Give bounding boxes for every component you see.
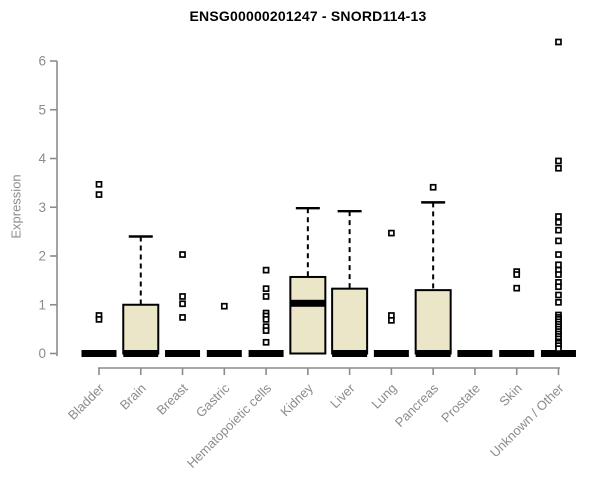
chart-title: ENSG00000201247 - SNORD114-13: [189, 8, 427, 24]
outlier-point: [555, 213, 562, 220]
category-label: Lung: [368, 381, 399, 412]
outlier-point: [555, 283, 562, 291]
box: [289, 275, 327, 355]
category-label: Prostate: [438, 381, 483, 426]
y-tick-label: 2: [38, 249, 46, 264]
category-label: Pancreas: [392, 380, 442, 430]
outlier-point: [555, 226, 562, 234]
category-label: Unknown / Other: [487, 380, 567, 460]
median-line: [499, 350, 535, 357]
outlier-point: [262, 285, 270, 293]
outlier-point: [555, 38, 562, 46]
box: [331, 287, 369, 355]
median-line: [123, 350, 159, 357]
median-line: [81, 350, 117, 357]
outlier-point: [220, 302, 228, 310]
box: [122, 303, 160, 355]
outlier-point: [555, 298, 562, 306]
outlier-point: [95, 180, 103, 188]
outlier-point: [555, 345, 562, 352]
outlier-point: [555, 237, 562, 245]
outlier-point: [555, 291, 562, 299]
category-label: Brain: [117, 381, 149, 413]
median-line: [540, 350, 576, 357]
outlier-point: [95, 191, 103, 198]
median-line: [290, 299, 326, 307]
outlier-point: [388, 317, 395, 324]
median-line: [373, 350, 409, 357]
box: [414, 289, 452, 355]
y-tick-label: 4: [38, 151, 46, 166]
outlier-point: [555, 164, 562, 172]
median-line: [248, 350, 284, 357]
outlier-point: [179, 300, 186, 308]
y-tick-label: 5: [38, 102, 46, 117]
outlier-point: [262, 266, 270, 274]
y-tick-label: 1: [38, 297, 46, 312]
outlier-point: [513, 284, 521, 292]
outlier-point: [179, 251, 186, 258]
category-label: Breast: [153, 380, 190, 417]
median-line: [165, 350, 201, 357]
category-label: Liver: [327, 380, 358, 411]
outlier-point: [555, 157, 562, 165]
outlier-point: [262, 327, 270, 334]
outlier-point: [555, 271, 562, 278]
category-label: Gastric: [193, 380, 233, 420]
y-tick-label: 3: [38, 200, 46, 215]
outlier-point: [429, 183, 437, 191]
y-tick-label: 0: [38, 346, 46, 361]
outlier-point: [388, 229, 395, 237]
median-line: [457, 350, 493, 357]
category-label: Kidney: [277, 380, 316, 419]
outlier-point: [555, 261, 562, 269]
y-tick-label: 6: [38, 54, 46, 69]
category-label: Skin: [496, 381, 524, 409]
outlier-point: [262, 316, 270, 323]
outlier-point: [95, 316, 103, 323]
outlier-point: [262, 338, 270, 346]
median-line: [415, 350, 451, 357]
outlier-point: [179, 293, 186, 300]
median-line: [206, 350, 242, 357]
median-line: [332, 350, 368, 357]
category-label: Bladder: [65, 380, 108, 423]
outlier-point: [555, 219, 562, 226]
outlier-point: [513, 271, 521, 278]
outlier-point: [555, 251, 562, 258]
outlier-point: [262, 293, 270, 300]
outlier-point: [179, 314, 186, 321]
